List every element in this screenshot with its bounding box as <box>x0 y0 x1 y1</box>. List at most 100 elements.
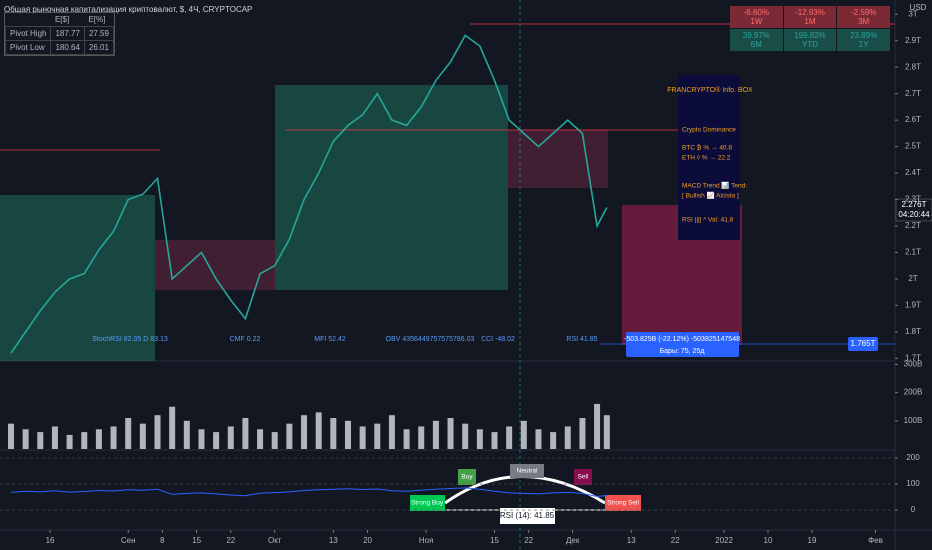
x-tick-label: 15 <box>490 536 499 545</box>
volume-bar <box>271 432 278 449</box>
volume-bar <box>594 403 601 449</box>
performance-cell: 23.89% 1Y <box>837 29 890 51</box>
performance-cell: 199.82% YTD <box>783 29 837 51</box>
volume-bar <box>403 429 410 449</box>
gauge-reading: RSI (14): 41.85 <box>500 511 555 520</box>
indicator-label: OBV 4356449757575786.03 <box>386 336 475 343</box>
volume-bar <box>330 418 337 449</box>
volume-bar <box>535 429 542 449</box>
last-price: 2.276T <box>902 200 927 209</box>
x-tick-label: 22 <box>524 536 533 545</box>
volume-bar <box>81 432 88 449</box>
performance-value: -12.93% <box>795 8 825 17</box>
performance-value: 23.89% <box>850 31 878 40</box>
performance-period: 1M <box>804 17 816 26</box>
y-tick-label: 1.8T <box>905 327 921 336</box>
cell: 187.77 <box>50 26 85 41</box>
y-tick-label: 2.3T <box>905 195 921 204</box>
volume-bar <box>388 415 395 449</box>
x-tick-label: Сен <box>121 536 136 545</box>
target-label: 1.765T <box>851 339 876 348</box>
volume-bar <box>447 418 454 449</box>
info-line: Crypto Dominance <box>682 127 736 134</box>
volume-bar <box>359 426 366 449</box>
performance-period: 6M <box>750 40 762 49</box>
y-tick-label: 2.6T <box>905 115 921 124</box>
x-tick-label: 10 <box>764 536 773 545</box>
volume-bar <box>520 420 527 449</box>
x-tick-label: 22 <box>226 536 235 545</box>
volume-bar <box>286 423 293 449</box>
volume-bar <box>183 420 190 449</box>
y-tick-label: 2.1T <box>905 248 921 257</box>
volume-bar <box>37 432 44 449</box>
info-line: BTC ₿ % → 40.8 <box>682 144 732 152</box>
y-tick-label: 200B <box>904 388 923 397</box>
cell: 180.64 <box>50 40 85 55</box>
y-tick-label: 300B <box>904 360 923 369</box>
gauge-tag <box>410 495 445 511</box>
volume-bar <box>227 426 234 449</box>
performance-value: 199.82% <box>794 31 826 40</box>
y-tick-label: 2.2T <box>905 221 921 230</box>
gauge-tag <box>605 495 641 511</box>
y-tick-label: 200 <box>906 453 920 462</box>
volume-bar <box>66 434 73 449</box>
y-tick-label: 1.9T <box>905 301 921 310</box>
volume-bar <box>125 418 132 449</box>
volume-bar <box>7 423 14 449</box>
x-tick-label: 16 <box>46 536 55 545</box>
gauge-tag <box>574 469 592 485</box>
y-tick-label: 2.8T <box>905 62 921 71</box>
volume-bar <box>462 423 469 449</box>
indicator-label: CCI -48.02 <box>481 336 515 343</box>
cell: E[%] <box>88 15 106 24</box>
y-tick-label: 2.5T <box>905 142 921 151</box>
volume-bar <box>95 429 102 449</box>
gauge-label: Neutral <box>517 468 539 475</box>
chart-title: Общая рыночная капитализация криптовалют… <box>4 5 252 14</box>
x-tick-label: 8 <box>160 536 165 545</box>
performance-cell: -2.59% 3M <box>837 6 890 28</box>
volume-bar <box>198 429 205 449</box>
y-tick-label: 100 <box>906 479 920 488</box>
volume-bar <box>344 420 351 449</box>
gauge-reading-bg <box>500 508 555 524</box>
y-tick-label: 3T <box>908 9 917 18</box>
y-tick-label: 2T <box>908 274 917 283</box>
volume-bar <box>169 406 176 449</box>
info-box <box>678 75 740 240</box>
volume-bar <box>432 420 439 449</box>
performance-value: -2.59% <box>850 8 877 17</box>
performance-cell: 39.97% 6M <box>730 29 783 51</box>
measure-bars: Бары: 75, 25д <box>660 348 705 355</box>
info-line: RSI |||| ^ Val: 41.8 <box>682 217 734 224</box>
x-tick-label: 20 <box>363 536 372 545</box>
volume-bar <box>603 415 610 449</box>
volume-bar <box>242 418 249 449</box>
x-tick-label: Ноя <box>419 536 434 545</box>
zone-red <box>508 130 608 188</box>
zone-green <box>0 195 155 361</box>
performance-period: 1W <box>750 17 763 26</box>
volume-bar <box>315 412 322 449</box>
indicator-label: CMF 0.22 <box>230 336 261 343</box>
y-tick-label: 100B <box>904 416 923 425</box>
performance-period: 1Y <box>858 40 869 49</box>
data-line <box>10 34 608 354</box>
cell: 27.59 <box>83 26 114 41</box>
volume-bar <box>22 429 29 449</box>
performance-table: -6.60% 1W -12.93% 1M -2.59% 3M 39.97% 6M 199.82%… <box>730 6 890 51</box>
zone-red <box>155 240 275 290</box>
cell: Pivot Low <box>4 40 52 55</box>
y-tick-label: 2.7T <box>905 89 921 98</box>
performance-cell: -12.93% 1M <box>783 6 837 28</box>
volume-bar <box>139 423 146 449</box>
performance-period: YTD <box>801 40 818 49</box>
volume-bar <box>301 415 308 449</box>
gauge-label: Sell <box>578 474 589 481</box>
currency: USD <box>910 3 927 12</box>
volume-bar <box>51 426 58 449</box>
